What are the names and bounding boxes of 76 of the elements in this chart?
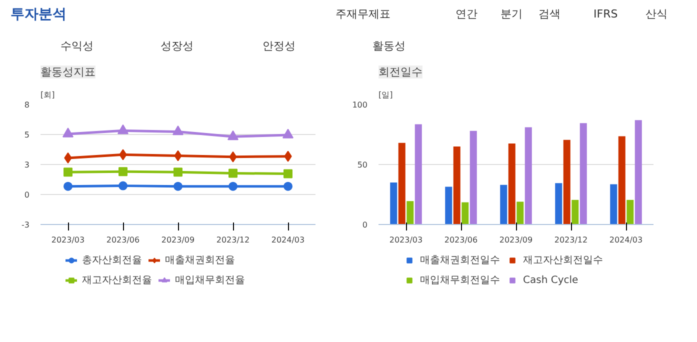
point — [118, 167, 128, 176]
bar — [524, 127, 532, 224]
legend-label: Cash Cycle — [523, 274, 578, 286]
text: IFRS — [594, 8, 618, 20]
point — [62, 128, 74, 138]
x-tick-label: 2024/03 — [271, 236, 305, 244]
text: 성장성 — [160, 40, 194, 52]
y-axis-title: [회] — [40, 90, 55, 100]
legend-label: 재고자산회전일수 — [523, 254, 603, 267]
bar — [470, 130, 477, 224]
bar — [462, 202, 469, 224]
text: 분기 — [500, 8, 522, 20]
point — [228, 130, 238, 140]
bar — [453, 146, 460, 224]
legend-label: 매출채권회전일수 — [420, 254, 500, 267]
text: 투자분석 — [10, 6, 66, 22]
x-tick-label: 2023/03 — [51, 236, 85, 244]
bar — [563, 140, 570, 224]
point — [282, 128, 294, 138]
text: 주재무제표 — [336, 8, 390, 20]
y-tick-label: 8 — [24, 100, 30, 110]
y-tick-label: 100 — [352, 100, 368, 110]
y-tick-label: -3 — [22, 220, 30, 230]
chart-title: 활동성지표 — [40, 66, 96, 78]
point — [174, 168, 182, 177]
bar — [634, 120, 642, 224]
point — [174, 182, 182, 191]
point — [64, 168, 72, 177]
text: 연간 — [456, 8, 478, 20]
bar — [390, 182, 398, 224]
point — [228, 182, 238, 191]
point — [118, 181, 128, 190]
y-axis-title: [일] — [378, 90, 393, 100]
x-tick-label: 2023/06 — [444, 236, 478, 244]
legend-label: 재고자산회전율 — [82, 274, 152, 287]
point — [118, 124, 128, 134]
x-tick-label: 2023/12 — [554, 236, 588, 244]
x-tick-label: 2023/09 — [161, 236, 195, 244]
legend-label: 총자산회전율 — [82, 254, 142, 267]
point — [228, 168, 238, 178]
point — [284, 182, 292, 191]
y-tick-label: 3 — [24, 160, 30, 170]
text: 검색 — [538, 8, 560, 20]
y-tick-label: 5 — [24, 130, 30, 140]
bar — [508, 144, 516, 224]
bar — [406, 201, 414, 224]
point — [64, 182, 72, 191]
y-tick-label: 0 — [24, 190, 30, 200]
text: 수익성 — [60, 40, 94, 52]
text: 활동성 — [372, 40, 406, 52]
text: 안정성 — [262, 40, 296, 52]
y-tick-label: 50 — [357, 160, 368, 170]
chart-title: 회전일수 — [378, 66, 422, 78]
point — [284, 169, 292, 178]
bar — [572, 200, 579, 224]
x-tick-label: 2023/09 — [499, 236, 533, 244]
legend-label: 매출채권회전율 — [165, 254, 235, 267]
bar — [445, 186, 452, 224]
bar — [398, 142, 406, 224]
legend-label: 매입채무회전율 — [175, 274, 245, 287]
point — [172, 126, 184, 136]
y-tick-label: 0 — [362, 220, 368, 230]
bar — [516, 202, 524, 224]
bar — [610, 184, 618, 224]
legend-label: 매입채무회전일수 — [420, 274, 500, 287]
x-tick-label: 2023/12 — [216, 236, 250, 244]
bar — [626, 200, 634, 224]
bar — [500, 184, 508, 224]
x-tick-label: 2023/06 — [106, 236, 140, 244]
bar — [580, 123, 587, 224]
bar — [618, 136, 626, 224]
x-tick-label: 2024/03 — [609, 236, 643, 244]
bar — [555, 183, 562, 224]
bar — [414, 124, 422, 224]
x-tick-label: 2023/03 — [389, 236, 423, 244]
text: 산식 — [646, 8, 668, 20]
